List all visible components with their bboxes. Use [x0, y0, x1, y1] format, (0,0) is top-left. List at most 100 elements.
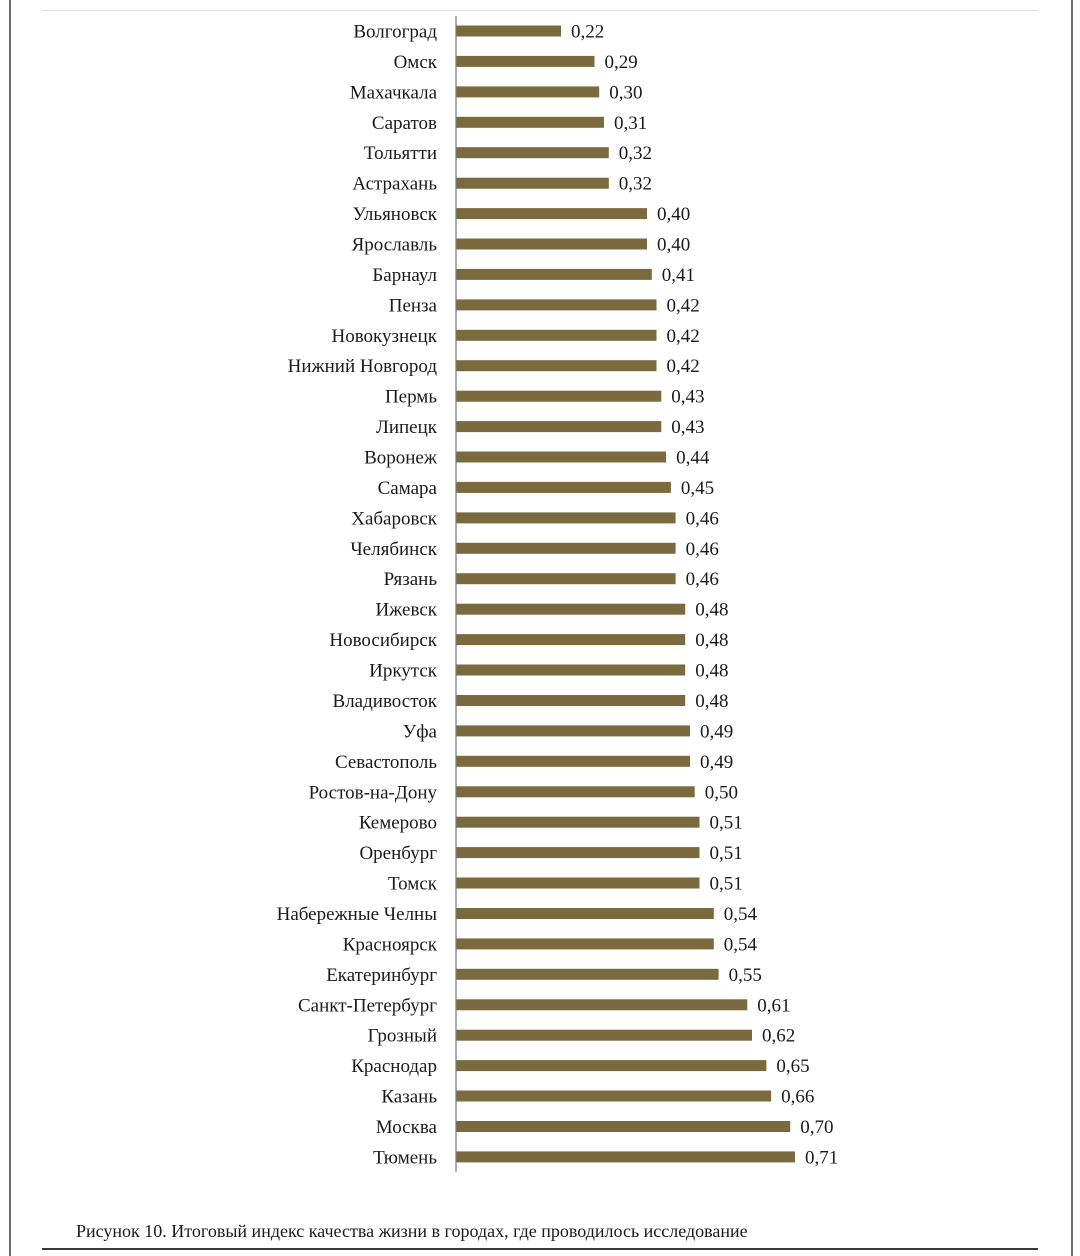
category-label: Оренбург: [359, 843, 437, 864]
category-label: Пенза: [389, 295, 438, 316]
value-label: 0,49: [700, 721, 733, 742]
category-label: Самара: [378, 478, 438, 499]
value-label: 0,29: [605, 52, 638, 73]
bar: [456, 695, 686, 706]
bar: [456, 421, 662, 433]
bar: [456, 1060, 767, 1072]
category-label: Иркутск: [369, 661, 438, 682]
page-left-border: [9, 0, 11, 1256]
bar: [456, 512, 676, 524]
value-label: 0,51: [710, 843, 743, 864]
category-label: Набережные Челны: [277, 904, 438, 925]
value-label: 0,42: [667, 326, 700, 347]
value-label: 0,54: [724, 904, 758, 925]
category-label: Астрахань: [352, 174, 437, 195]
category-label: Ярославль: [352, 235, 438, 256]
bar: [456, 877, 700, 889]
category-label: Кемерово: [359, 813, 437, 834]
value-label: 0,54: [724, 934, 758, 955]
value-label: 0,65: [776, 1056, 809, 1077]
bar: [456, 664, 686, 676]
bar: [456, 177, 609, 189]
bar: [456, 481, 671, 493]
bar: [456, 725, 690, 737]
category-label: Краснодар: [351, 1056, 437, 1077]
category-label: Новокузнецк: [331, 326, 437, 347]
category-label: Липецк: [376, 417, 438, 438]
value-label: 0,48: [695, 661, 728, 682]
bar: [456, 1121, 791, 1132]
bar: [456, 329, 657, 341]
value-label: 0,42: [667, 356, 700, 377]
category-label: Ижевск: [375, 600, 437, 621]
bar: [456, 86, 600, 98]
value-label: 0,51: [710, 813, 743, 834]
value-label: 0,70: [800, 1117, 833, 1138]
bar: [456, 755, 690, 767]
category-label: Воронеж: [364, 448, 438, 469]
bar: [456, 816, 700, 828]
value-label: 0,71: [805, 1147, 838, 1168]
bar: [456, 208, 647, 220]
value-labels: 0,220,290,300,310,320,320,400,400,410,42…: [571, 22, 838, 1169]
bar: [456, 116, 604, 128]
bar: [456, 451, 667, 463]
bar: [456, 542, 676, 554]
value-label: 0,32: [619, 174, 652, 195]
value-label: 0,32: [619, 143, 652, 164]
category-label: Челябинск: [350, 539, 437, 560]
category-label: Волгоград: [353, 22, 437, 43]
category-label: Грозный: [368, 1026, 437, 1047]
bar: [456, 1090, 772, 1102]
category-label: Саратов: [372, 113, 437, 134]
category-label: Тюмень: [373, 1147, 437, 1168]
bar-chart: Волгоград Омск Махачкала Саратов Тольятти Аст…: [277, 16, 838, 1172]
bar: [456, 147, 609, 159]
bar: [456, 360, 657, 372]
page-top-rule: [42, 10, 1038, 11]
value-label: 0,42: [667, 295, 700, 316]
value-label: 0,61: [757, 995, 790, 1016]
category-labels: Волгоград Омск Махачкала Саратов Тольятти Аст…: [277, 22, 438, 1169]
category-label: Ростов-на-Дону: [309, 782, 438, 803]
value-label: 0,43: [671, 417, 704, 438]
caption-underline: [42, 1248, 1038, 1250]
category-label: Тольятти: [364, 143, 437, 164]
category-label: Москва: [376, 1117, 438, 1138]
bar: [456, 238, 647, 250]
category-label: Рязань: [384, 569, 438, 590]
category-label: Красноярск: [343, 934, 438, 955]
value-label: 0,51: [710, 874, 743, 895]
category-label: Махачкала: [350, 82, 438, 103]
value-label: 0,44: [676, 448, 710, 469]
value-label: 0,30: [609, 82, 642, 103]
category-label: Пермь: [385, 387, 437, 408]
bar: [456, 999, 748, 1011]
bar: [456, 847, 700, 859]
value-label: 0,48: [695, 691, 728, 712]
value-label: 0,41: [662, 265, 695, 286]
value-label: 0,50: [705, 782, 738, 803]
category-label: Омск: [394, 52, 438, 73]
category-label: Севастополь: [335, 752, 437, 773]
category-label: Уфа: [403, 721, 438, 742]
category-label: Владивосток: [333, 691, 438, 712]
bar: [456, 268, 652, 280]
bar: [456, 573, 676, 585]
category-label: Барнаул: [372, 265, 437, 286]
value-label: 0,48: [695, 600, 728, 621]
category-label: Новосибирск: [329, 630, 437, 651]
category-label: Нижний Новгород: [288, 356, 438, 377]
bar: [456, 634, 686, 646]
value-label: 0,46: [686, 508, 719, 529]
value-label: 0,40: [657, 235, 690, 256]
bar: [456, 786, 695, 798]
value-label: 0,62: [762, 1026, 795, 1047]
bar: [456, 968, 719, 980]
bars-layer: [456, 25, 795, 1163]
value-label: 0,46: [686, 569, 719, 590]
bar: [456, 390, 662, 402]
bar: [456, 25, 561, 37]
bar: [456, 938, 714, 950]
